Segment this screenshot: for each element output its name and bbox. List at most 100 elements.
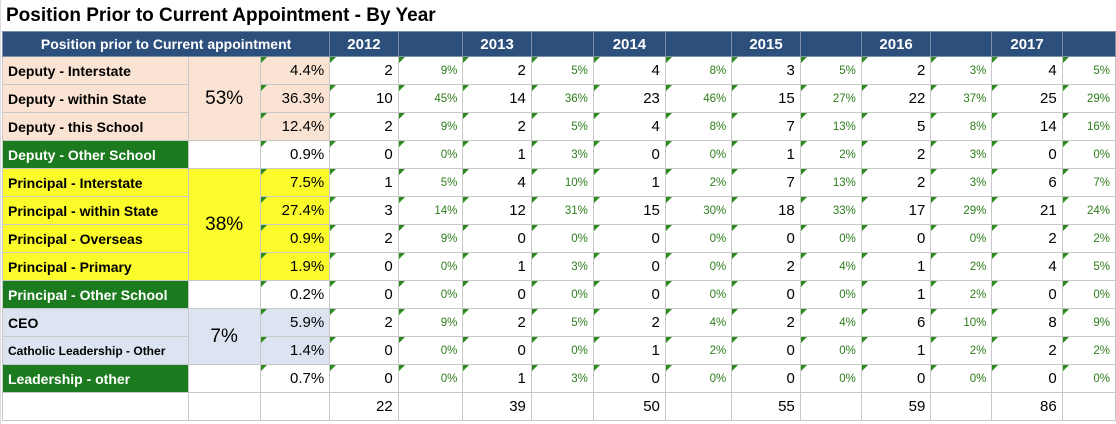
year-percent: 0% <box>664 252 733 281</box>
year-count: 17 <box>860 196 932 225</box>
year-percent: 8% <box>930 112 993 141</box>
year-count: 15 <box>731 84 801 113</box>
year-count: 1 <box>329 168 399 197</box>
year-count: 14 <box>462 84 532 113</box>
year-count: 2 <box>991 336 1063 365</box>
position-share: 4.4% <box>259 56 331 85</box>
year-count: 0 <box>991 280 1063 309</box>
year-percent: 0% <box>930 224 993 253</box>
year-count: 2 <box>462 112 532 141</box>
year-count: 1 <box>462 364 532 393</box>
year-count: 22 <box>860 84 932 113</box>
year-percent: 8% <box>664 112 733 141</box>
year-count: 0 <box>860 364 932 393</box>
year-count: 2 <box>731 308 801 337</box>
year-percent: 0% <box>1061 140 1116 169</box>
year-percent: 5% <box>799 56 862 85</box>
group-share <box>187 364 261 393</box>
year-percent: 7% <box>1061 168 1116 197</box>
year-percent: 5% <box>530 308 594 337</box>
year-count: 2 <box>991 224 1063 253</box>
year-percent: 10% <box>530 168 594 197</box>
year-percent: 0% <box>397 252 464 281</box>
table-row: Principal - Other School 0.2% 0 0% 0 0% 0 0% 0 0%… <box>2 280 1116 309</box>
totals-blank <box>397 392 464 421</box>
row-label: Principal - Interstate <box>2 168 189 197</box>
table-row: Principal - Primary 1.9% 0 0% 1 3% 0 0% 2 4% 1 2% 4 5… <box>2 252 1116 281</box>
header-blank <box>664 31 733 57</box>
year-total: 50 <box>592 392 666 421</box>
position-share: 1.4% <box>259 336 331 365</box>
table-row: Catholic Leadership - Other 1.4% 0 0% 0 0% 1 2%… <box>2 336 1116 365</box>
year-percent: 0% <box>799 336 862 365</box>
year-count: 1 <box>592 168 666 197</box>
year-count: 2 <box>731 252 801 281</box>
year-count: 1 <box>462 140 532 169</box>
year-percent: 0% <box>397 280 464 309</box>
header-blank <box>530 31 594 57</box>
group-share <box>187 280 261 309</box>
year-percent: 3% <box>930 168 993 197</box>
row-label: Deputy - this School <box>2 112 189 141</box>
year-percent: 29% <box>1061 84 1116 113</box>
row-label: Principal - within State <box>2 196 189 225</box>
year-percent: 0% <box>664 280 733 309</box>
totals-blank <box>259 392 331 421</box>
position-share: 7.5% <box>259 168 331 197</box>
header-blank <box>397 31 464 57</box>
year-count: 2 <box>860 140 932 169</box>
year-count: 2 <box>329 112 399 141</box>
table-row: Deputy - Interstate 53% 4.4% 2 9% 2 5% 4 8% 3 5% 2 3… <box>2 56 1116 141</box>
header-year: 2016 <box>860 31 932 57</box>
year-count: 8 <box>991 308 1063 337</box>
sheet-title: Position Prior to Current Appointment - … <box>6 5 436 26</box>
year-count: 0 <box>731 336 801 365</box>
year-percent: 46% <box>664 84 733 113</box>
year-percent: 0% <box>799 280 862 309</box>
year-percent: 3% <box>530 364 594 393</box>
header-year: 2012 <box>329 31 399 57</box>
position-share: 0.2% <box>259 280 331 309</box>
position-share: 5.9% <box>259 308 331 337</box>
year-percent: 2% <box>664 336 733 365</box>
year-count: 2 <box>329 308 399 337</box>
year-percent: 31% <box>530 196 594 225</box>
row-label: Principal - Overseas <box>2 224 189 253</box>
row-label: Deputy - Interstate <box>2 56 189 85</box>
totals-blank <box>930 392 993 421</box>
group-share: 7% <box>187 308 261 365</box>
row-label: CEO <box>2 308 189 337</box>
year-count: 6 <box>991 168 1063 197</box>
year-percent: 4% <box>799 308 862 337</box>
year-count: 4 <box>462 168 532 197</box>
year-percent: 0% <box>799 224 862 253</box>
year-count: 7 <box>731 168 801 197</box>
table-row: Leadership - other 0.7% 0 0% 1 3% 0 0% 0 0% 0 0% 0 0% <box>2 364 1116 393</box>
totals-row: 22 39 50 55 59 86 <box>2 392 1116 421</box>
year-count: 0 <box>991 364 1063 393</box>
year-count: 0 <box>462 224 532 253</box>
year-percent: 5% <box>1061 56 1116 85</box>
group-share <box>187 140 261 169</box>
year-percent: 0% <box>530 224 594 253</box>
row-label: Principal - Primary <box>2 252 189 281</box>
year-percent: 37% <box>930 84 993 113</box>
year-percent: 2% <box>1061 224 1116 253</box>
group-share: 38% <box>187 168 261 281</box>
year-count: 2 <box>329 56 399 85</box>
year-total: 59 <box>860 392 932 421</box>
year-percent: 4% <box>799 252 862 281</box>
year-percent: 36% <box>530 84 594 113</box>
year-percent: 5% <box>530 112 594 141</box>
year-percent: 4% <box>664 308 733 337</box>
year-count: 1 <box>731 140 801 169</box>
year-percent: 0% <box>530 280 594 309</box>
year-count: 0 <box>592 252 666 281</box>
header-year: 2014 <box>592 31 666 57</box>
year-count: 3 <box>731 56 801 85</box>
year-count: 1 <box>860 336 932 365</box>
year-percent: 33% <box>799 196 862 225</box>
year-count: 0 <box>329 140 399 169</box>
table-row: Deputy - Other School 0.9% 0 0% 1 3% 0 0% 1 2% 2 3%… <box>2 140 1116 169</box>
position-share: 0.7% <box>259 364 331 393</box>
